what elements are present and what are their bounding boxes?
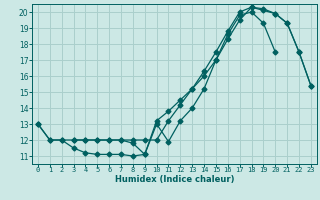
X-axis label: Humidex (Indice chaleur): Humidex (Indice chaleur) <box>115 175 234 184</box>
